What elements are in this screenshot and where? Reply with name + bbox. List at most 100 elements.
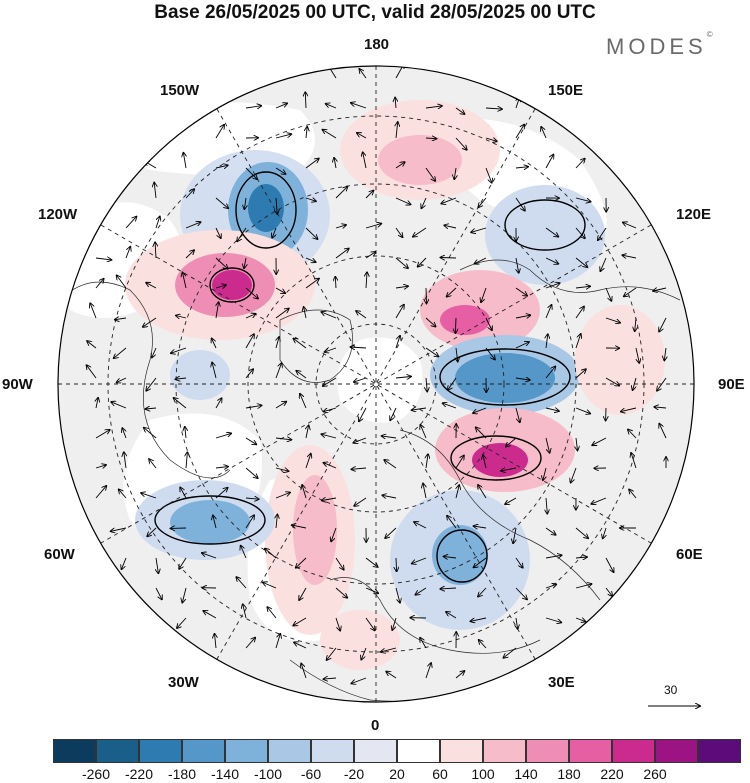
wind-arrow (356, 311, 367, 319)
wind-arrow (635, 347, 639, 363)
wind-arrow (605, 317, 620, 323)
wind-arrow (605, 287, 611, 301)
wind-arrow (275, 103, 287, 109)
wind-arrow (575, 197, 591, 202)
lon-label-90e: 90E (718, 376, 745, 393)
wind-arrow (481, 287, 487, 302)
wind-arrow (426, 454, 428, 469)
lon-label-0: 0 (371, 717, 380, 734)
wind-arrow (395, 377, 411, 379)
wind-arrow (359, 69, 367, 79)
wind-arrow (267, 607, 277, 619)
wind-arrow (425, 663, 431, 679)
wind-arrow (576, 437, 578, 450)
wind-arrow (471, 227, 487, 232)
wind-arrow (119, 489, 127, 499)
wind-arrow (152, 347, 157, 358)
colorbar-label: -60 (300, 766, 322, 782)
colorbar-label: 140 (514, 766, 538, 782)
wind-arrow (245, 638, 255, 649)
wind-arrow (124, 452, 126, 469)
wind-arrow (516, 257, 519, 273)
wind-arrow (546, 497, 547, 514)
wind-arrow (324, 407, 337, 412)
wind-arrow (245, 314, 256, 319)
wind-arrow (322, 498, 337, 501)
wind-arrow (473, 407, 487, 413)
wind-arrow (425, 167, 435, 181)
wind-arrow (516, 617, 518, 629)
wind-arrow (503, 647, 517, 658)
wind-arrow (395, 98, 396, 109)
wind-arrow (331, 527, 337, 541)
wind-arrow (395, 162, 405, 169)
wind-arrow (515, 287, 527, 296)
wind-arrow (485, 317, 492, 330)
wind-arrow (294, 642, 307, 649)
wind-arrow (545, 305, 552, 319)
wind-arrow (276, 197, 277, 214)
wind-arrow (575, 407, 590, 414)
wind-arrow (95, 279, 104, 289)
wind-arrow (474, 526, 487, 528)
map-border (57, 65, 695, 703)
wind-arrow (598, 227, 607, 240)
contour-lines (154, 171, 586, 583)
wind-arrow (215, 433, 231, 439)
colorbar-swatch (311, 739, 354, 763)
wind-arrow (545, 555, 562, 558)
wind-arrow (305, 227, 318, 239)
brand-logo: MODES© (606, 29, 713, 59)
wind-arrow (485, 347, 495, 360)
wind-arrow (156, 557, 158, 573)
lon-label-60e: 60E (676, 546, 703, 563)
wind-arrow (421, 197, 427, 208)
colorbar-swatch (397, 739, 440, 763)
colorbar-label: -100 (253, 766, 283, 782)
wind-arrow (392, 617, 397, 630)
wind-arrow (456, 485, 459, 499)
wind-arrow (357, 133, 367, 139)
wind-arrow (183, 273, 187, 289)
wind-arrow (176, 316, 187, 319)
wind-arrow (653, 288, 667, 291)
wind-arrow (575, 369, 586, 379)
wind-arrow (351, 677, 367, 684)
wind-arrow (545, 257, 558, 264)
wind-arrow (455, 317, 456, 333)
wind-arrow (263, 583, 277, 589)
wind-arrow (95, 430, 110, 439)
wind-arrow (365, 557, 378, 567)
wind-arrow (141, 493, 157, 499)
wind-arrow (245, 467, 258, 478)
wind-arrow (306, 127, 307, 139)
wind-arrow (351, 103, 367, 109)
wind-arrow (515, 125, 524, 139)
wind-arrow (366, 272, 367, 289)
wind-arrow (571, 467, 577, 483)
wind-arrow (146, 408, 157, 409)
wind-arrow (418, 257, 427, 267)
wind-arrow (455, 456, 464, 469)
wind-arrow (293, 339, 307, 349)
wind-arrow (272, 227, 277, 238)
wind-arrow (245, 287, 258, 299)
wind-arrow (302, 485, 307, 499)
wind-arrow (115, 318, 127, 320)
wind-arrow (276, 337, 279, 349)
wind-arrow (545, 283, 560, 289)
colorbar-swatch (139, 739, 182, 763)
wind-arrow (365, 252, 376, 259)
wind-arrow (476, 427, 487, 439)
wind-arrow (545, 437, 550, 453)
wind-arrow (122, 557, 127, 569)
wind-arrow (447, 516, 457, 529)
colorbar-swatch (655, 739, 698, 763)
wind-arrow (420, 425, 427, 439)
wind-arrow (455, 137, 467, 150)
wind-arrow (413, 227, 427, 237)
wind-arrow (114, 347, 127, 358)
wind-arrow (575, 334, 581, 349)
wind-arrow (354, 377, 367, 382)
wind-arrow (179, 557, 187, 569)
